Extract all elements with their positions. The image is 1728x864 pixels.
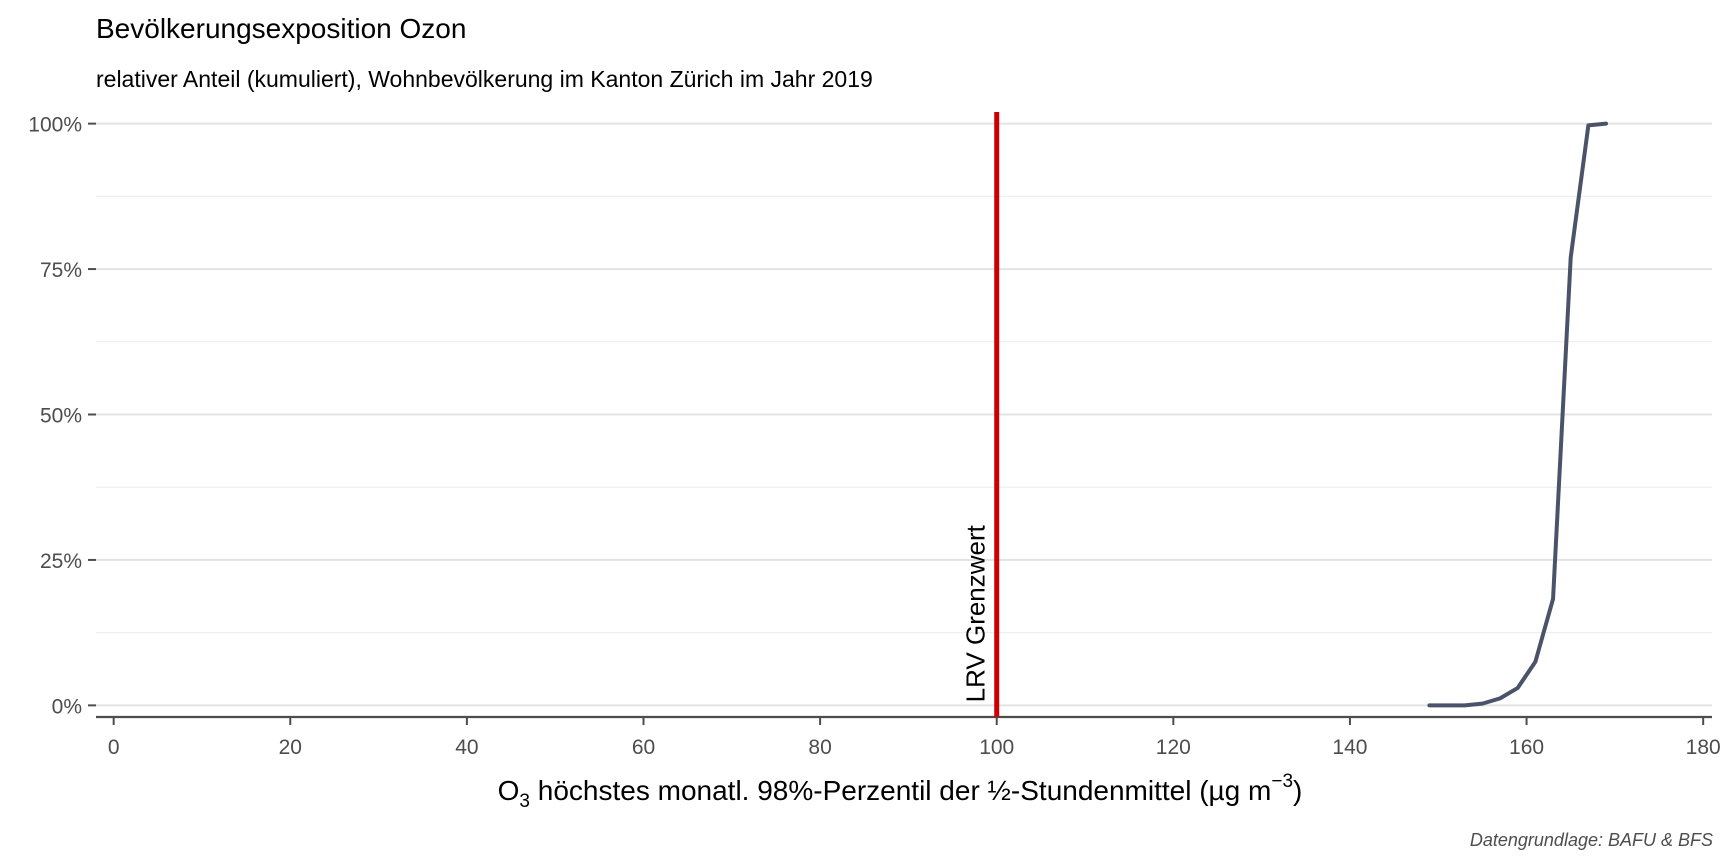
tick-labels: 0 20 40 60 80 100 120 140 160 180 0% 25% 50% 75% 100% [28,114,1720,759]
gridlines [96,122,1712,707]
data-point [1480,702,1484,706]
data-point [1516,686,1520,690]
data-point [1586,123,1590,127]
x-axis-title: O3 höchstes monatl. 98%-Perzentil der ½-… [498,771,1303,812]
y-tick-label: 0% [52,695,82,718]
y-tick-label: 100% [28,114,82,137]
data-point [1604,122,1608,126]
series-layer [1427,121,1609,708]
data-point [1445,703,1449,707]
x-tick-label: 80 [808,736,831,759]
y-tick-label: 50% [40,405,82,428]
x-tick-label: 40 [455,736,478,759]
data-point [1427,703,1431,707]
x-tick-label: 140 [1332,736,1367,759]
axes [88,122,1712,725]
reference-line-group: LRV Grenzwert [961,112,1000,717]
chart-title: Bevölkerungsexposition Ozon [96,13,466,44]
data-point [1463,703,1467,707]
x-tick-label: 60 [632,736,655,759]
x-tick-label: 160 [1509,736,1544,759]
y-tick-label: 25% [40,550,82,573]
x-tick-label: 20 [279,736,302,759]
data-point [1569,255,1573,259]
x-tick-label: 0 [108,736,120,759]
data-point [1533,660,1537,664]
data-point [1551,597,1555,601]
x-tick-label: 100 [979,736,1014,759]
data-source-caption: Datengrundlage: BAFU & BFS [1470,830,1713,850]
x-tick-label: 180 [1686,736,1721,759]
limit-value-label: LRV Grenzwert [961,524,991,702]
x-tick-label: 120 [1156,736,1191,759]
chart-subtitle: relativer Anteil (kumuliert), Wohnbevölk… [96,66,873,92]
data-point [1498,696,1502,700]
y-tick-label: 75% [40,259,82,282]
